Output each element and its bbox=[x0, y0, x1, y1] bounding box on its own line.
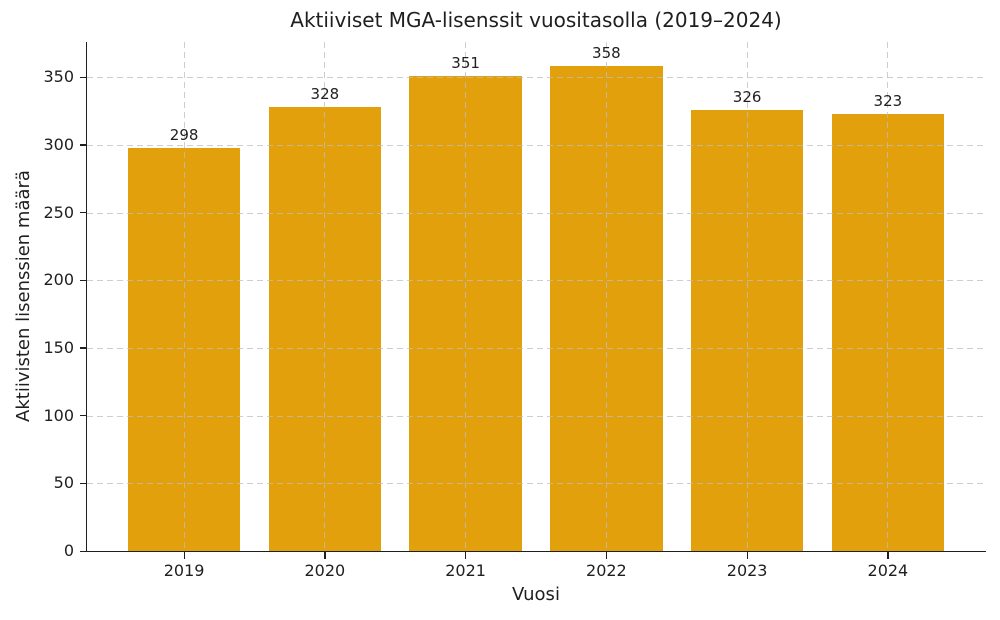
bar-value-label: 298 bbox=[169, 125, 199, 144]
gridline-horizontal bbox=[87, 347, 985, 349]
gridline-horizontal bbox=[87, 212, 985, 214]
bar-value-label: 323 bbox=[873, 91, 903, 110]
x-tick-label: 2022 bbox=[586, 561, 627, 580]
x-tick-label: 2024 bbox=[867, 561, 909, 580]
gridline-vertical bbox=[465, 42, 467, 551]
x-tick-mark bbox=[887, 552, 889, 560]
bar-value-label: 328 bbox=[310, 84, 340, 103]
x-tick-mark bbox=[183, 552, 185, 560]
gridline-horizontal bbox=[87, 77, 985, 79]
y-tick-mark bbox=[80, 212, 87, 214]
x-tick-label: 2021 bbox=[445, 561, 486, 580]
y-tick-mark bbox=[80, 347, 87, 349]
y-tick-mark bbox=[80, 415, 87, 417]
gridline-horizontal bbox=[87, 144, 985, 146]
y-tick-mark bbox=[80, 550, 87, 552]
x-tick-mark bbox=[465, 552, 467, 560]
y-tick-label: 0 bbox=[63, 541, 74, 560]
bar-value-label: 326 bbox=[732, 87, 762, 106]
x-tick-mark bbox=[605, 552, 608, 560]
y-tick-label: 350 bbox=[43, 67, 74, 87]
y-tick-label: 250 bbox=[43, 202, 74, 222]
x-tick-label: 2023 bbox=[726, 561, 768, 580]
gridline-vertical bbox=[324, 42, 326, 551]
y-tick-label: 100 bbox=[43, 405, 74, 425]
gridline-vertical bbox=[887, 42, 889, 551]
gridline-vertical bbox=[183, 42, 185, 551]
chart-title: Aktiiviset MGA-lisenssit vuositasolla (2… bbox=[290, 8, 782, 32]
x-tick-label: 2019 bbox=[163, 561, 205, 580]
x-axis-line bbox=[86, 551, 986, 553]
bar-value-label: 358 bbox=[592, 44, 621, 63]
y-tick-label: 150 bbox=[43, 337, 74, 357]
gridline-vertical bbox=[746, 42, 748, 551]
y-tick-label: 50 bbox=[53, 473, 74, 493]
y-tick-mark bbox=[80, 482, 87, 485]
gridline-vertical bbox=[605, 42, 607, 551]
y-tick-label: 300 bbox=[43, 134, 74, 154]
y-axis-line bbox=[86, 42, 88, 552]
y-tick-mark bbox=[80, 144, 87, 146]
x-axis-label: Vuosi bbox=[512, 584, 560, 605]
y-tick-label: 200 bbox=[43, 270, 74, 290]
x-tick-label: 2020 bbox=[304, 561, 346, 580]
x-tick-mark bbox=[746, 552, 748, 560]
bar-value-label: 351 bbox=[451, 53, 480, 72]
x-tick-mark bbox=[324, 552, 326, 560]
plot-area: 298 328 351 358 326 323 bbox=[87, 42, 985, 551]
gridline-horizontal bbox=[87, 280, 985, 282]
gridline-horizontal bbox=[87, 483, 985, 485]
gridline-horizontal bbox=[87, 415, 985, 417]
y-tick-mark bbox=[80, 279, 87, 282]
y-tick-mark bbox=[80, 76, 87, 78]
